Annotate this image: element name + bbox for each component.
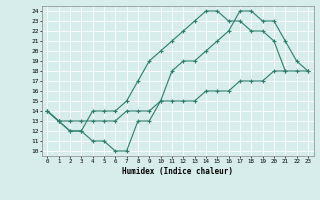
X-axis label: Humidex (Indice chaleur): Humidex (Indice chaleur) [122,167,233,176]
